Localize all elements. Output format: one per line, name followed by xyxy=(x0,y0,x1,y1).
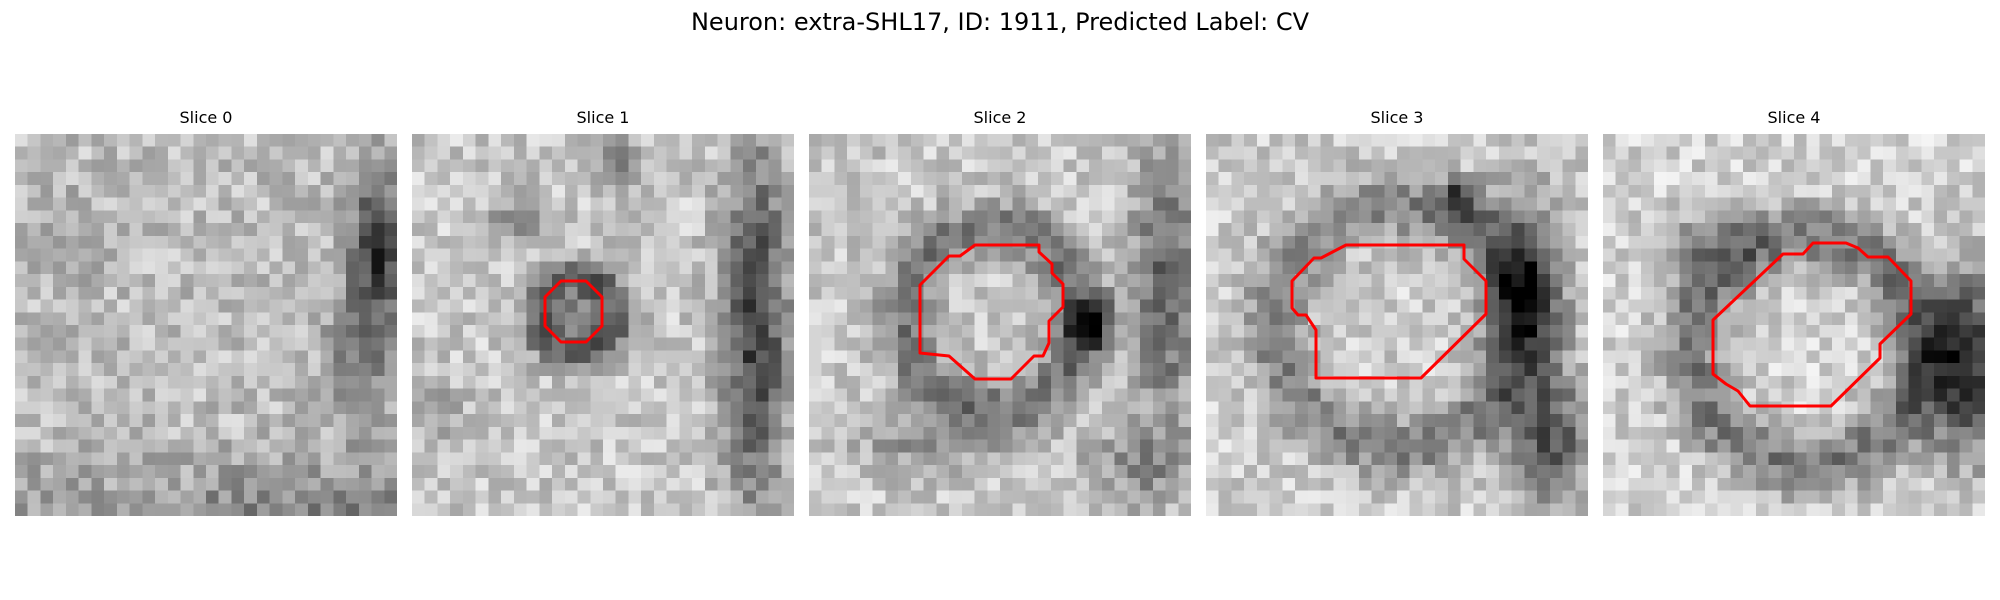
roi-overlay-1 xyxy=(543,279,604,344)
slice-panel-4: Slice 4 xyxy=(1603,108,1985,516)
roi-outline-4 xyxy=(1711,241,1913,408)
slice-title-2: Slice 2 xyxy=(973,108,1027,127)
slice-panel-0: Slice 0 xyxy=(15,108,397,516)
slice-panel-3: Slice 3 xyxy=(1206,108,1588,516)
slice-title-0: Slice 0 xyxy=(179,108,233,127)
roi-overlay-3 xyxy=(1290,243,1488,380)
roi-overlay-4 xyxy=(1711,241,1913,408)
slice-panel-1: Slice 1 xyxy=(412,108,794,516)
figure-title: Neuron: extra-SHL17, ID: 1911, Predicted… xyxy=(690,8,1310,36)
roi-overlay-2 xyxy=(918,243,1065,381)
slice-image-3 xyxy=(1206,134,1588,516)
slice-image-4 xyxy=(1603,134,1985,516)
slice-image-0 xyxy=(15,134,397,516)
slice-title-1: Slice 1 xyxy=(576,108,630,127)
slice-title-4: Slice 4 xyxy=(1767,108,1821,127)
roi-outline-1 xyxy=(543,279,604,344)
slice-title-3: Slice 3 xyxy=(1370,108,1424,127)
slice-image-2 xyxy=(809,134,1191,516)
roi-outline-2 xyxy=(918,243,1065,381)
roi-outline-3 xyxy=(1290,243,1488,380)
slice-panel-2: Slice 2 xyxy=(809,108,1191,516)
